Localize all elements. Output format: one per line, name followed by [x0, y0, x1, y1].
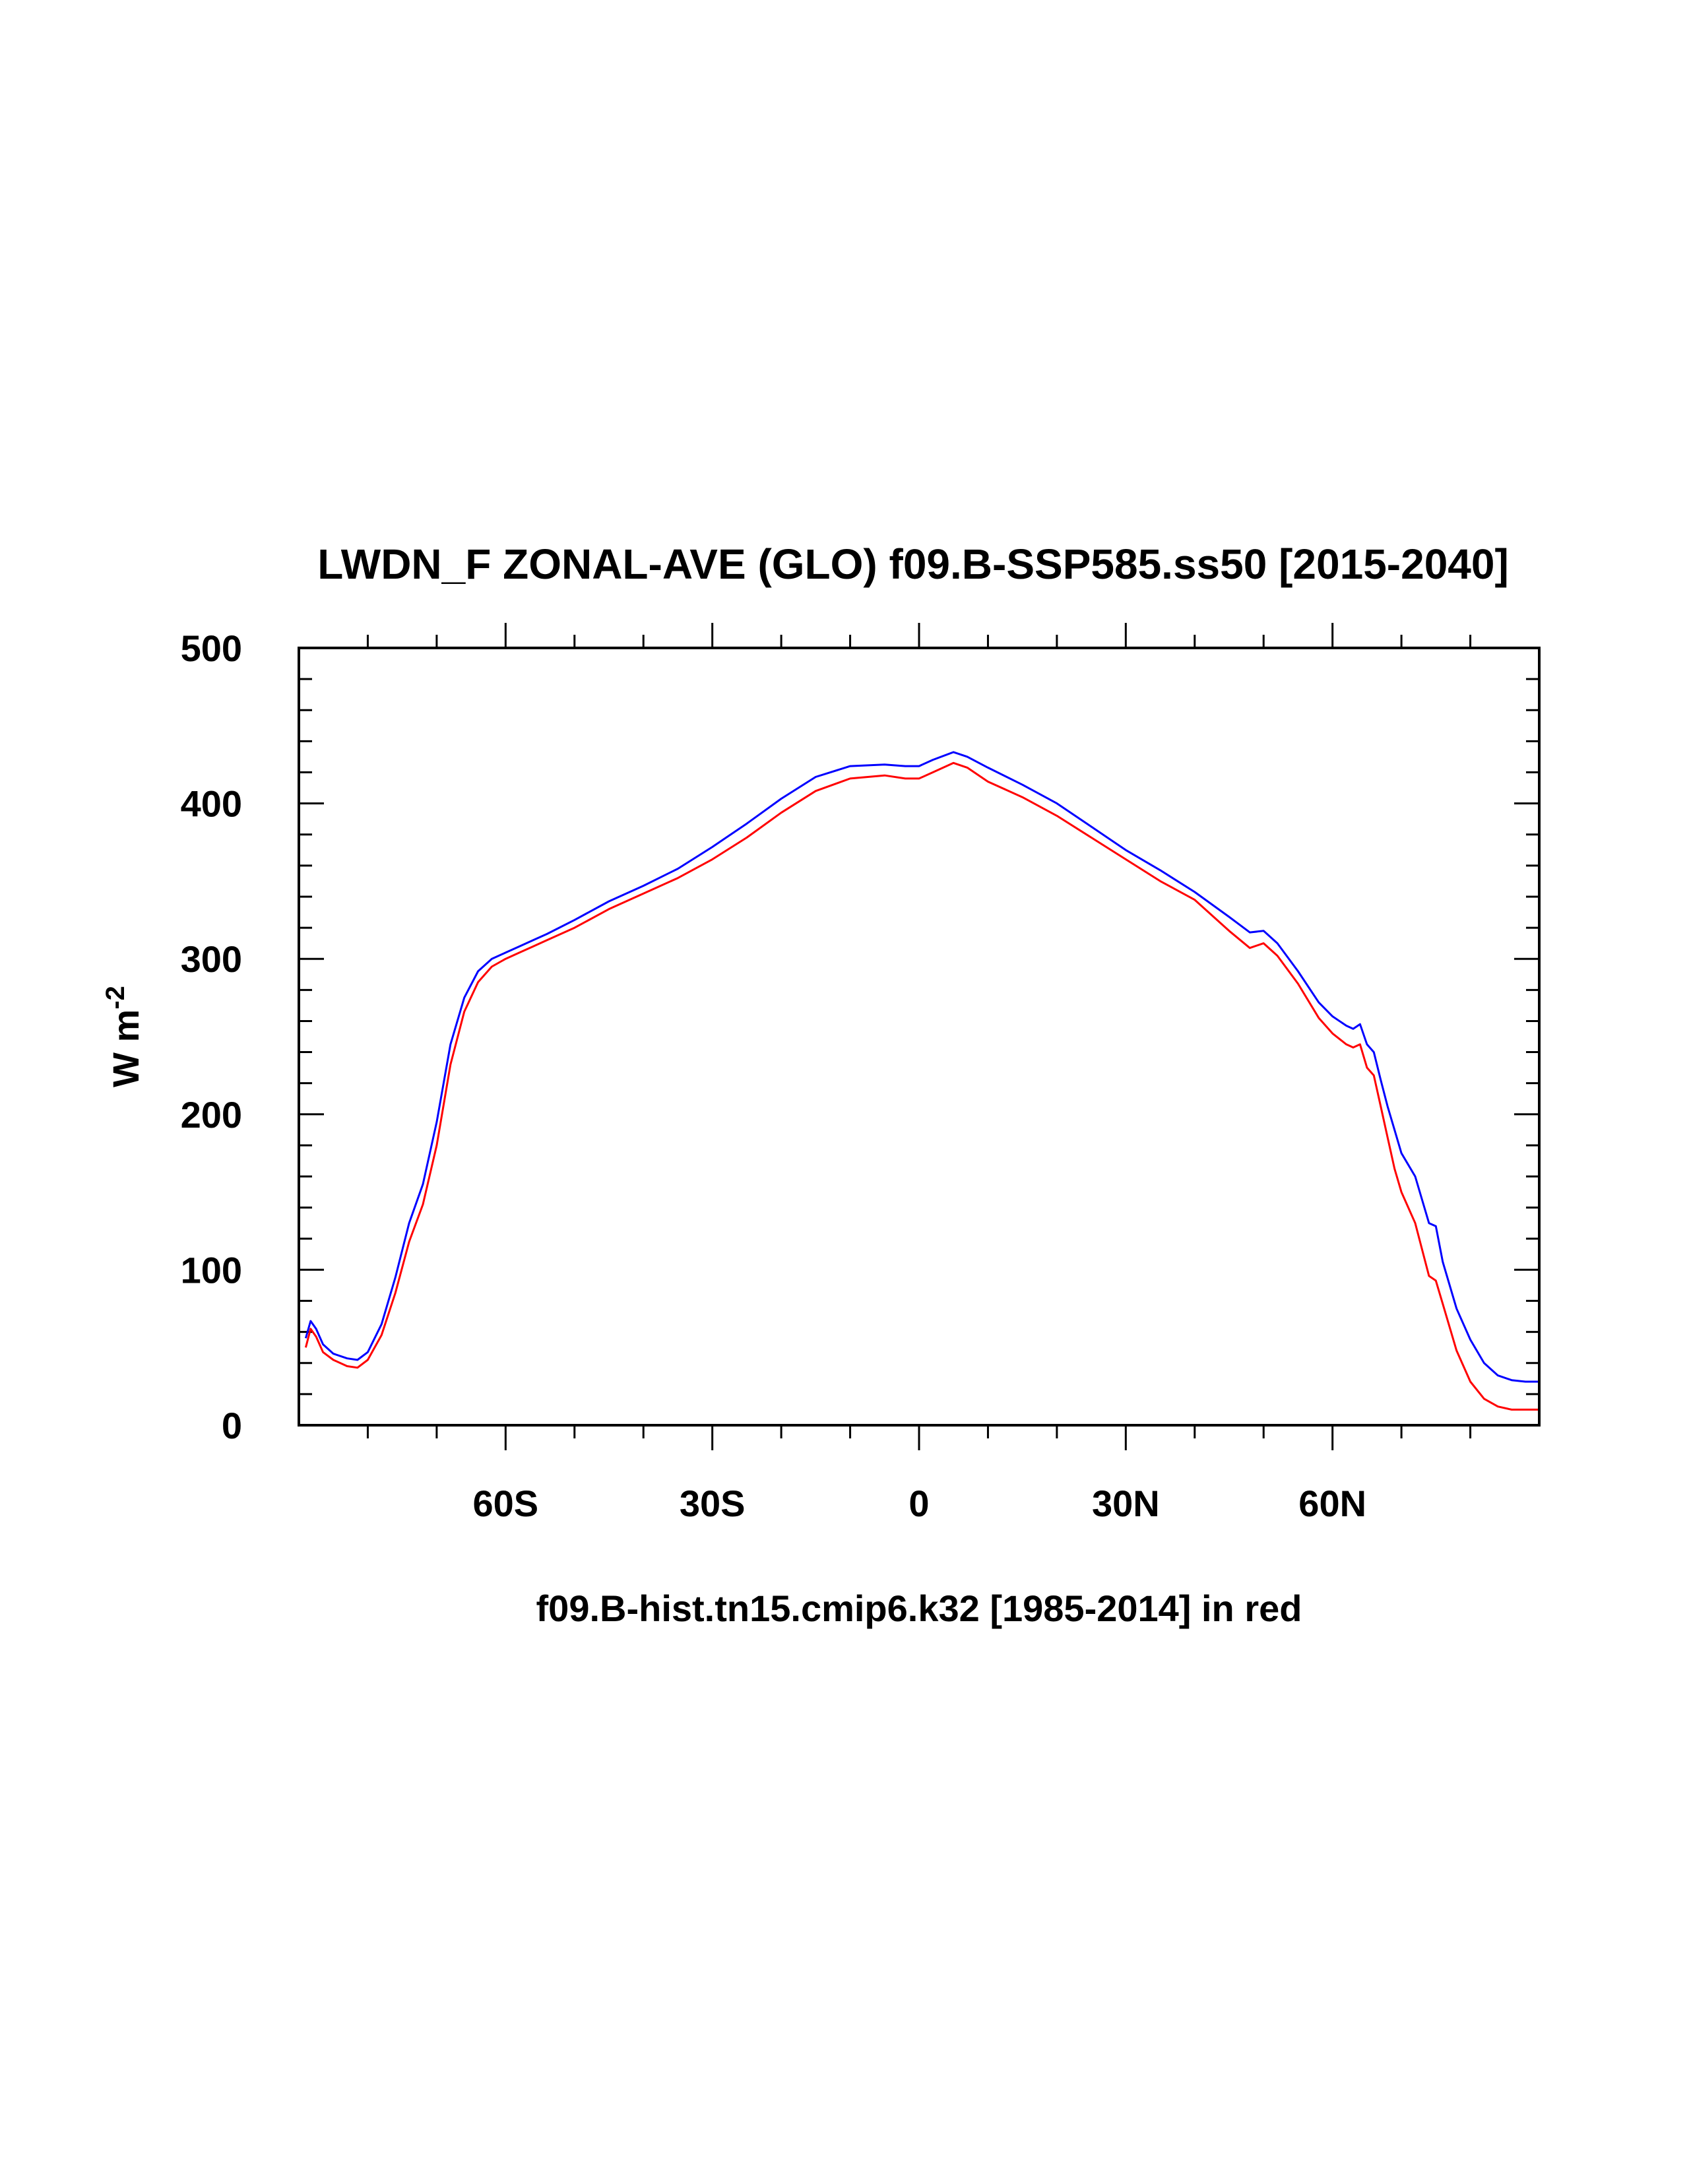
y-axis-label-text: W m: [105, 1010, 146, 1087]
y-tick-label: 0: [222, 1405, 242, 1446]
plot-frame: [298, 647, 1541, 1427]
axis-ticks: [299, 623, 1539, 1450]
y-tick-label: 300: [181, 938, 242, 980]
x-tick-label: 0: [908, 1483, 929, 1524]
y-tick-labels: 0 100 200 300 400 500: [181, 627, 242, 1446]
x-tick-labels: 60S 30S 0 30N 60N: [473, 1483, 1367, 1524]
chart-title: LWDN_F ZONAL-AVE (GLO) f09.B-SSP585.ss50…: [317, 540, 1509, 588]
x-tick-label: 30N: [1092, 1483, 1160, 1524]
y-axis-label-exponent: -2: [101, 986, 130, 1010]
y-tick-label: 500: [181, 627, 242, 669]
y-tick-label: 200: [181, 1094, 242, 1136]
y-tick-label: 100: [181, 1249, 242, 1291]
series-layer: [304, 751, 1539, 1411]
x-tick-label: 60N: [1298, 1483, 1366, 1524]
x-tick-label: 30S: [680, 1483, 746, 1524]
y-tick-label: 400: [181, 783, 242, 825]
x-tick-label: 60S: [473, 1483, 539, 1524]
series-line-0: [304, 751, 1539, 1383]
y-axis-label: W m-2: [101, 986, 146, 1087]
x-axis-caption: f09.B-hist.tn15.cmip6.k32 [1985-2014] in…: [536, 1588, 1302, 1629]
series-line-1: [304, 761, 1539, 1411]
